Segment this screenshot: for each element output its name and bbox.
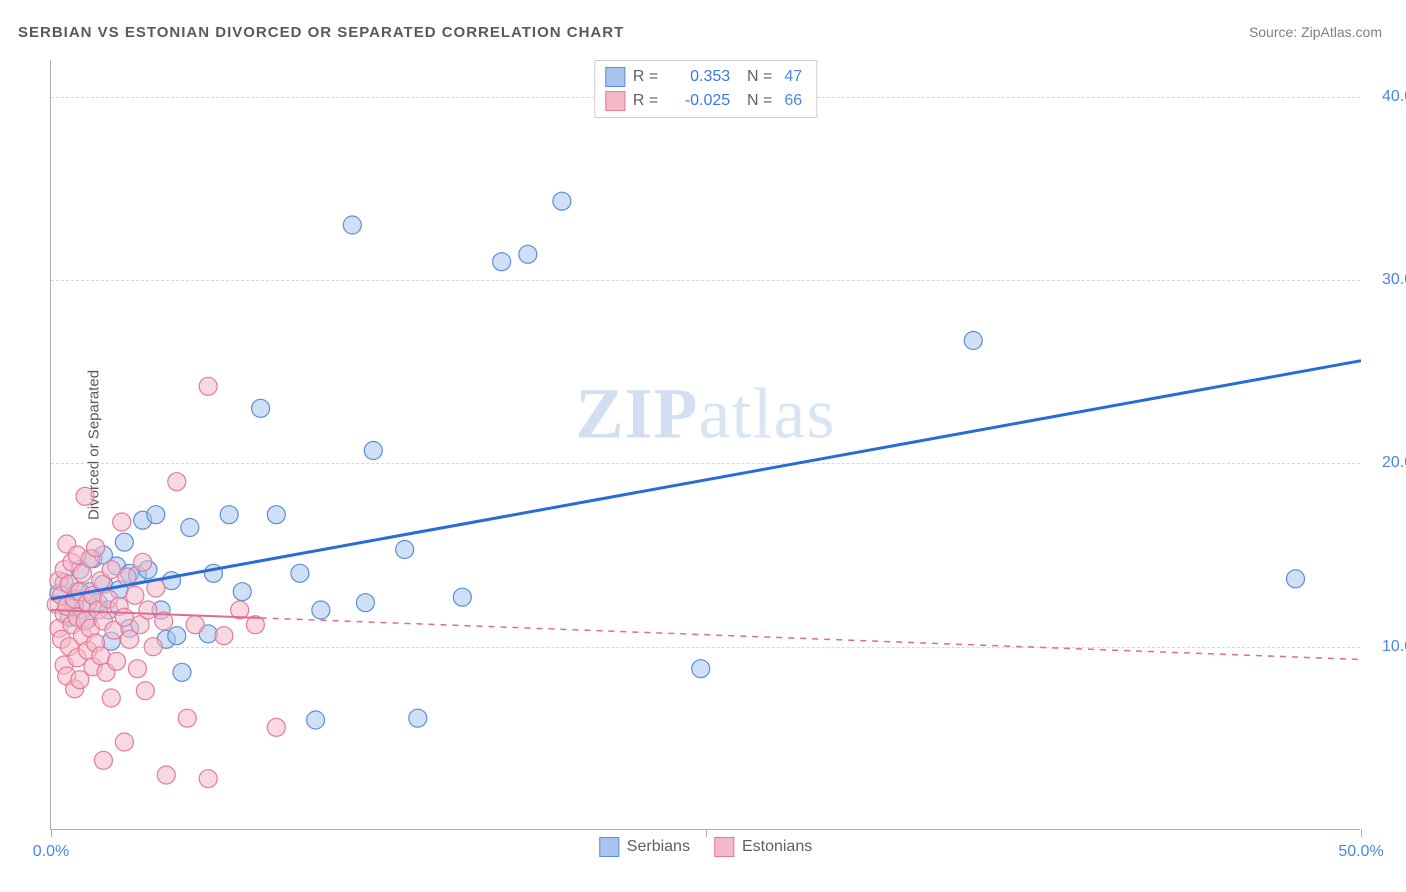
scatter-point	[493, 253, 511, 271]
stats-r-val-1: -0.025	[666, 92, 730, 110]
scatter-point	[220, 506, 238, 524]
trend-line	[51, 361, 1361, 599]
x-tick	[706, 829, 707, 837]
scatter-point	[409, 709, 427, 727]
legend-swatch	[714, 837, 734, 857]
scatter-point	[134, 553, 152, 571]
stats-row-estonians: R = -0.025 N = 66	[605, 91, 802, 111]
scatter-point	[173, 663, 191, 681]
source-credit: Source: ZipAtlas.com	[1249, 24, 1382, 40]
plot-area: Divorced or Separated 10.0%20.0%30.0%40.…	[50, 60, 1360, 830]
stats-row-serbians: R = 0.353 N = 47	[605, 67, 802, 87]
scatter-point	[115, 533, 133, 551]
scatter-point	[115, 733, 133, 751]
scatter-point	[267, 506, 285, 524]
scatter-point	[233, 583, 251, 601]
stats-r-label-1: R =	[633, 92, 658, 110]
scatter-point	[94, 751, 112, 769]
source-prefix: Source:	[1249, 24, 1301, 40]
scatter-point	[307, 711, 325, 729]
y-tick-label: 40.0%	[1364, 88, 1406, 106]
x-tick-label: 0.0%	[33, 843, 69, 861]
scatter-point	[964, 332, 982, 350]
scatter-point	[113, 513, 131, 531]
x-tick	[51, 829, 52, 837]
scatter-point	[168, 473, 186, 491]
scatter-point	[126, 586, 144, 604]
scatter-point	[144, 638, 162, 656]
scatter-point	[128, 660, 146, 678]
scatter-point	[312, 601, 330, 619]
legend-item: Estonians	[714, 837, 812, 857]
legend-item: Serbians	[599, 837, 690, 857]
trend-line-dashed	[261, 618, 1361, 660]
scatter-point	[519, 245, 537, 263]
scatter-point	[168, 627, 186, 645]
source-link[interactable]: ZipAtlas.com	[1301, 24, 1382, 40]
legend-swatch	[599, 837, 619, 857]
stats-n-val-1: 66	[780, 92, 802, 110]
legend-label: Estonians	[742, 838, 812, 856]
stats-r-label-0: R =	[633, 68, 658, 86]
chart-title: SERBIAN VS ESTONIAN DIVORCED OR SEPARATE…	[18, 24, 624, 41]
stats-r-val-0: 0.353	[666, 68, 730, 86]
scatter-point	[186, 616, 204, 634]
scatter-point	[147, 506, 165, 524]
scatter-point	[136, 682, 154, 700]
scatter-point	[692, 660, 710, 678]
scatter-point	[1287, 570, 1305, 588]
scatter-point	[252, 399, 270, 417]
x-tick-label: 50.0%	[1338, 843, 1383, 861]
y-tick-label: 30.0%	[1364, 271, 1406, 289]
scatter-point	[157, 766, 175, 784]
scatter-point	[181, 519, 199, 537]
stats-n-label-1: N =	[738, 92, 772, 110]
swatch-serbians	[605, 67, 625, 87]
scatter-point	[453, 588, 471, 606]
scatter-svg	[51, 60, 1360, 829]
stats-n-val-0: 47	[780, 68, 802, 86]
scatter-point	[139, 601, 157, 619]
x-tick	[1361, 829, 1362, 837]
scatter-point	[199, 377, 217, 395]
swatch-estonians	[605, 91, 625, 111]
chart-container: SERBIAN VS ESTONIAN DIVORCED OR SEPARATE…	[0, 0, 1406, 892]
scatter-point	[76, 487, 94, 505]
y-tick-label: 20.0%	[1364, 454, 1406, 472]
scatter-point	[215, 627, 233, 645]
bottom-legend: Serbians Estonians	[599, 837, 812, 857]
scatter-point	[356, 594, 374, 612]
scatter-point	[267, 718, 285, 736]
scatter-point	[553, 192, 571, 210]
scatter-point	[291, 564, 309, 582]
scatter-point	[178, 709, 196, 727]
scatter-point	[396, 541, 414, 559]
scatter-point	[108, 652, 126, 670]
stats-box: R = 0.353 N = 47 R = -0.025 N = 66	[594, 60, 817, 118]
scatter-point	[343, 216, 361, 234]
y-tick-label: 10.0%	[1364, 638, 1406, 656]
scatter-point	[87, 539, 105, 557]
scatter-point	[364, 442, 382, 460]
stats-n-label-0: N =	[738, 68, 772, 86]
scatter-point	[199, 770, 217, 788]
scatter-point	[102, 689, 120, 707]
legend-label: Serbians	[627, 838, 690, 856]
